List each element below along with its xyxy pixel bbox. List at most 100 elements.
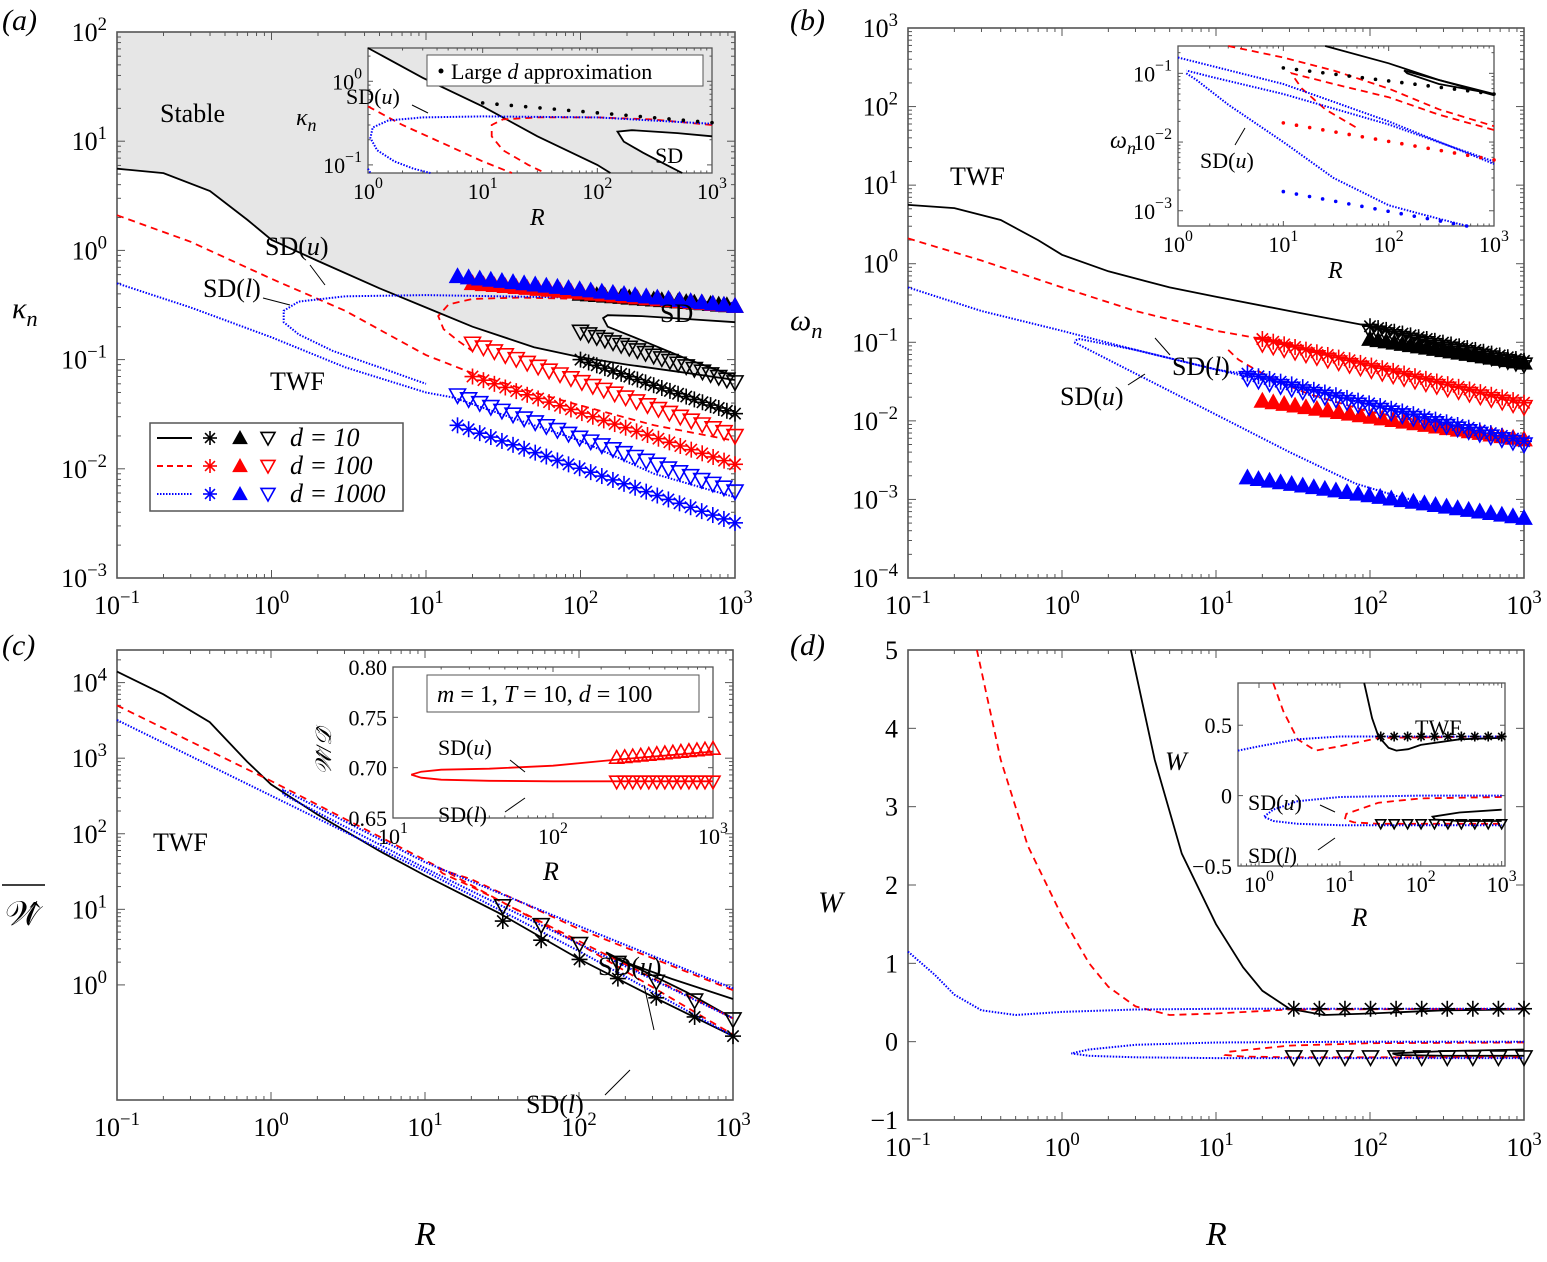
y-tick-label: 10−1 — [1133, 57, 1172, 86]
x-tick-label: 101 — [407, 1109, 442, 1142]
y-tick-label: 10−3 — [61, 560, 107, 593]
marker-asterisk — [716, 452, 733, 469]
marker-tridown — [1285, 344, 1305, 362]
marker-asterisk — [694, 394, 711, 411]
marker-dot — [1438, 219, 1443, 223]
marker-dot — [1439, 148, 1444, 153]
marker-dot — [509, 103, 514, 108]
marker-tridown — [714, 480, 734, 498]
marker-tridown — [536, 418, 556, 436]
marker-asterisk — [1389, 731, 1400, 742]
marker-tridown — [1514, 1050, 1534, 1067]
marker-tridown — [1405, 373, 1425, 391]
y-tick-label: 100 — [72, 967, 107, 1000]
inset-annotation-sd-l: SD(l) — [1248, 843, 1297, 868]
marker-asterisk — [686, 391, 703, 408]
marker-asterisk — [1336, 1000, 1353, 1017]
marker-asterisk — [606, 416, 623, 433]
marker-triup — [515, 274, 533, 291]
x-tick-label: 102 — [563, 587, 598, 620]
marker-tridown — [525, 415, 545, 432]
marker-triup — [1382, 489, 1401, 506]
marker-tridown — [1427, 378, 1447, 396]
annotation-sd-l: SD(l) — [526, 1090, 584, 1119]
y-tick-label: 101 — [72, 891, 107, 924]
marker-dot — [480, 101, 485, 105]
annotation-stable: Stable — [160, 99, 225, 128]
marker-asterisk — [1239, 365, 1256, 382]
marker-asterisk — [486, 375, 503, 392]
marker-triup — [1304, 478, 1323, 495]
marker-tridown — [608, 955, 628, 973]
marker-dot — [1281, 189, 1286, 194]
marker-tridown — [1448, 421, 1467, 439]
marker-asterisk — [464, 368, 481, 385]
x-tick-label: 100 — [253, 1109, 288, 1142]
inset-annotation-sd-u: SD(u) — [1200, 148, 1254, 173]
marker-tridown — [660, 353, 680, 371]
marker-dot — [1413, 82, 1417, 87]
legend-label-d1000: d = 1000 — [290, 479, 386, 508]
y-tick-label: 10−3 — [852, 481, 898, 514]
marker-tridown — [725, 484, 745, 502]
inset-y-label: W — [1165, 747, 1189, 776]
x-tick-label: 102 — [1352, 587, 1387, 620]
marker-dot — [552, 107, 557, 111]
inset-legend-label: m = 1, T = 10, d = 100 — [437, 682, 652, 708]
arrow — [1154, 337, 1171, 356]
marker-asterisk — [1442, 731, 1453, 742]
marker-tridown — [1315, 389, 1335, 407]
marker-dot — [1320, 197, 1325, 201]
marker-triup — [1493, 505, 1511, 522]
series-line — [116, 719, 734, 1037]
inset-x-label: R — [1351, 903, 1368, 932]
legend-asterisk-icon — [203, 431, 217, 445]
x-tick-label: 10−1 — [885, 587, 931, 620]
marker-asterisk — [1456, 731, 1467, 742]
x-tick-label: 100 — [1163, 228, 1193, 257]
legend-a: d = 10 d = 100 d = 1000 — [149, 422, 404, 512]
marker-asterisk — [617, 419, 634, 436]
marker-tridown — [1260, 376, 1279, 394]
x-tick-label: 102 — [582, 175, 612, 204]
annotation-sd-l: SD(l) — [203, 274, 261, 303]
marker-tridown — [1329, 355, 1349, 373]
marker-tridown — [1271, 378, 1290, 396]
marker-asterisk — [549, 452, 566, 469]
marker-triup — [1351, 406, 1370, 423]
marker-dot — [1307, 69, 1312, 73]
marker-tridown — [1503, 397, 1523, 415]
marker-triup — [1275, 394, 1294, 411]
marker-asterisk — [661, 434, 678, 451]
marker-asterisk — [494, 913, 511, 930]
marker-tridown — [1426, 416, 1445, 433]
marker-dot — [1360, 204, 1364, 209]
marker-triup — [1329, 403, 1348, 419]
legend-triangle-up-icon — [232, 429, 248, 445]
marker-tridown — [680, 775, 698, 791]
marker-tridown — [1441, 818, 1455, 831]
marker-asterisk — [582, 464, 599, 481]
marker-dot — [1334, 130, 1338, 134]
annotation-twf: TWF — [153, 828, 208, 857]
marker-triup — [1282, 474, 1301, 491]
x-axis-label: R — [1205, 1216, 1227, 1253]
marker-tridown — [1296, 347, 1316, 365]
marker-triup — [570, 280, 589, 297]
marker-asterisk — [704, 507, 721, 524]
inset-annotation-twf: TWF — [1415, 715, 1461, 740]
marker-asterisk — [1362, 1000, 1379, 1017]
marker-dot — [1452, 151, 1457, 155]
annotation-sd-l: SD(l) — [1172, 352, 1230, 381]
marker-tridown — [1503, 434, 1523, 452]
inset-sd-region — [617, 130, 712, 173]
y-tick-label: −1 — [870, 1106, 898, 1135]
marker-asterisk — [508, 383, 525, 400]
legend-triangle-up-icon — [232, 457, 248, 473]
y-tick-label: 102 — [72, 14, 107, 47]
marker-tridown — [1362, 363, 1381, 380]
legend-label-d100: d = 100 — [290, 451, 373, 480]
marker-tridown — [624, 775, 642, 791]
marker-triup — [1362, 407, 1381, 424]
marker-tridown — [1374, 818, 1388, 831]
